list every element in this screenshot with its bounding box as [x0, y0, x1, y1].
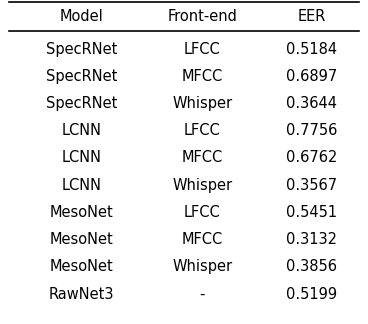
Text: 0.3856: 0.3856	[286, 259, 337, 274]
Text: 0.3644: 0.3644	[286, 96, 337, 111]
Text: SpecRNet: SpecRNet	[46, 69, 117, 84]
Text: 0.3567: 0.3567	[286, 178, 337, 193]
Text: SpecRNet: SpecRNet	[46, 96, 117, 111]
Text: MesoNet: MesoNet	[50, 259, 114, 274]
Text: Whisper: Whisper	[172, 96, 232, 111]
Text: 0.5184: 0.5184	[286, 41, 337, 56]
Text: 0.5451: 0.5451	[286, 205, 337, 220]
Text: LCNN: LCNN	[62, 178, 102, 193]
Text: MFCC: MFCC	[182, 232, 223, 247]
Text: -: -	[199, 286, 205, 302]
Text: Whisper: Whisper	[172, 259, 232, 274]
Text: LCNN: LCNN	[62, 123, 102, 138]
Text: MFCC: MFCC	[182, 69, 223, 84]
Text: LCNN: LCNN	[62, 150, 102, 166]
Text: SpecRNet: SpecRNet	[46, 41, 117, 56]
Text: LFCC: LFCC	[184, 41, 221, 56]
Text: MesoNet: MesoNet	[50, 232, 114, 247]
Text: 0.7756: 0.7756	[286, 123, 337, 138]
Text: 0.3132: 0.3132	[286, 232, 337, 247]
Text: Front-end: Front-end	[167, 9, 237, 24]
Text: 0.5199: 0.5199	[286, 286, 337, 302]
Text: EER: EER	[298, 9, 326, 24]
Text: Whisper: Whisper	[172, 178, 232, 193]
Text: 0.6762: 0.6762	[286, 150, 337, 166]
Text: MesoNet: MesoNet	[50, 205, 114, 220]
Text: 0.6897: 0.6897	[286, 69, 337, 84]
Text: LFCC: LFCC	[184, 205, 221, 220]
Text: RawNet3: RawNet3	[49, 286, 114, 302]
Text: MFCC: MFCC	[182, 150, 223, 166]
Text: Model: Model	[60, 9, 104, 24]
Text: LFCC: LFCC	[184, 123, 221, 138]
